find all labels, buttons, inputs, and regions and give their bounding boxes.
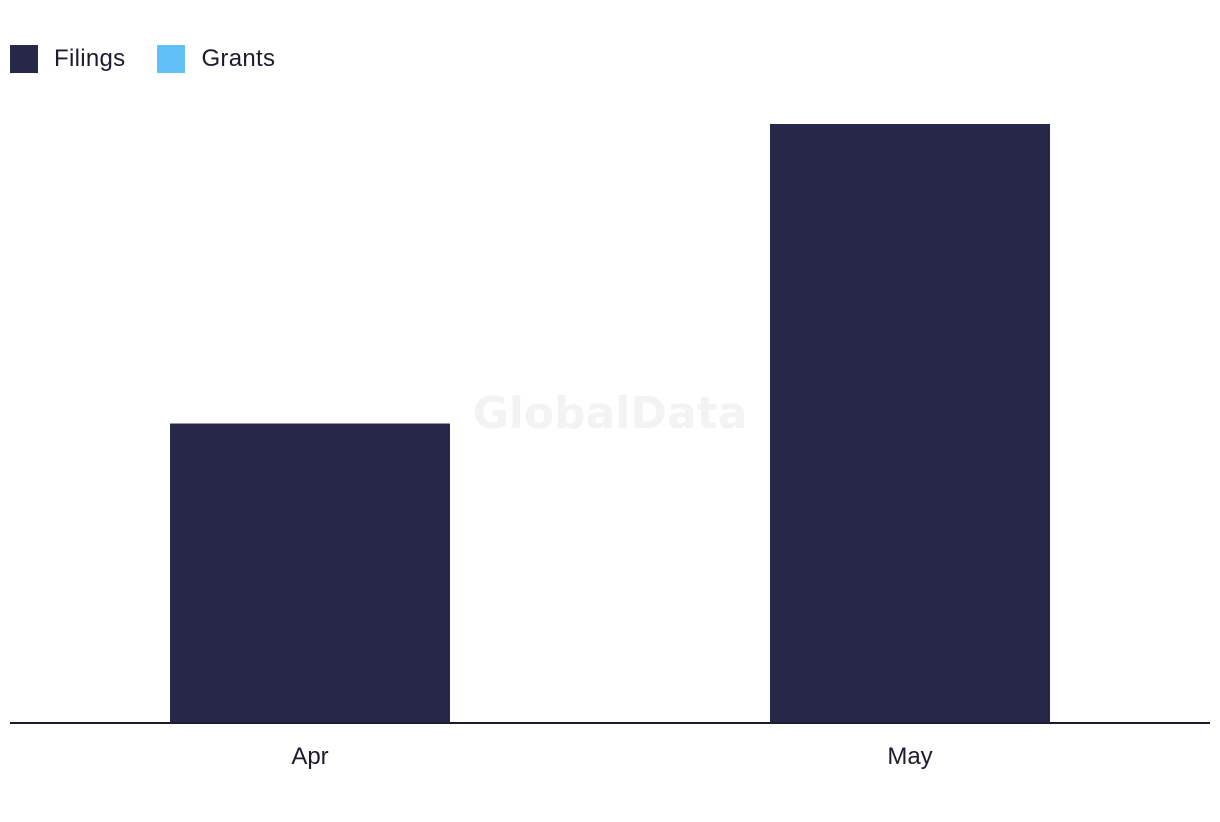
legend-label-grants: Grants	[201, 45, 276, 72]
legend-swatch-filings	[10, 45, 38, 73]
legend-swatch-grants	[157, 45, 186, 73]
bar-filings-may[interactable]	[770, 124, 1050, 723]
legend-label-filings: Filings	[54, 45, 126, 72]
bar-filings-apr[interactable]	[170, 423, 450, 724]
x-tick-label-may: May	[887, 743, 932, 770]
bars-group	[170, 124, 1050, 723]
legend-item-filings[interactable]: Filings	[10, 45, 125, 73]
watermark-text: GlobalData	[473, 388, 748, 439]
legend-item-grants[interactable]: Grants	[157, 45, 275, 73]
x-tick-label-apr: Apr	[291, 743, 328, 770]
chart-legend: Filings Grants	[10, 44, 307, 74]
x-axis-ticks: Apr May	[291, 743, 932, 770]
